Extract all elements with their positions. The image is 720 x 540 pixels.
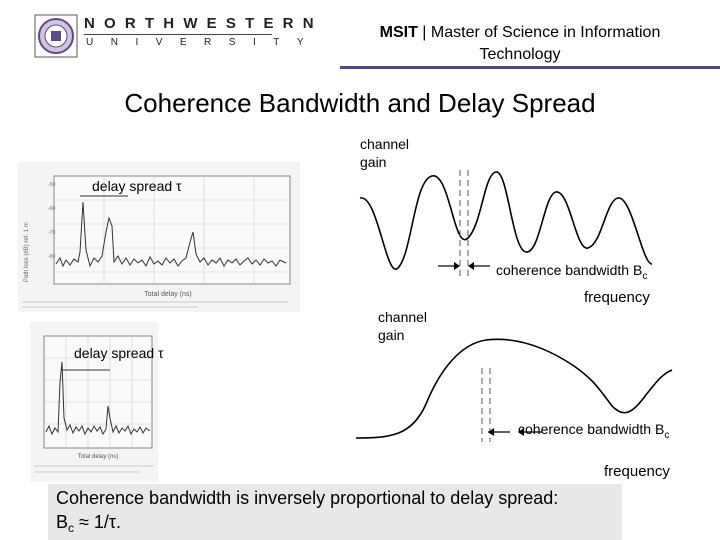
- coherence-bandwidth-text-top: coherence bandwidth B: [496, 262, 643, 278]
- footer-line-1: Coherence bandwidth is inversely proport…: [56, 488, 559, 508]
- delay-spread-label-top: delay spread τ: [92, 178, 182, 194]
- svg-text:-60: -60: [48, 206, 55, 212]
- program-separator: |: [417, 24, 431, 41]
- delay-spread-label-bottom: delay spread τ: [74, 345, 164, 361]
- program-abbr: MSIT: [379, 24, 418, 41]
- svg-text:Total delay (ns): Total delay (ns): [78, 454, 119, 460]
- footer-formula: ≈ 1/τ.: [74, 512, 122, 532]
- coherence-bandwidth-label-top: coherence bandwidth Bc: [496, 261, 647, 282]
- delay-profile-plot-top: -50 -60 -70 -80 Path loss (dB) ref. 1 m Tot…: [18, 162, 300, 312]
- footer-box: [48, 484, 622, 540]
- logo-divider: [84, 34, 272, 35]
- coherence-bandwidth-sub-bottom: c: [664, 430, 670, 441]
- channel-gain-curve-bottom: [355, 338, 673, 442]
- svg-text:Path loss (dB) ref. 1 m: Path loss (dB) ref. 1 m: [24, 222, 30, 282]
- svg-text:-50: -50: [48, 182, 55, 188]
- university-seal-logo: [34, 14, 78, 58]
- channel-gain-label-bottom-line2: gain: [378, 327, 405, 343]
- program-title: MSIT | Master of Science in Information …: [340, 22, 700, 66]
- coherence-bandwidth-label-bottom: coherence bandwidth Bc: [518, 420, 669, 441]
- slide-title: Coherence Bandwidth and Delay Spread: [124, 88, 596, 118]
- university-word: UNIVERSITY: [86, 37, 322, 48]
- channel-gain-label-top-line2: gain: [360, 154, 387, 170]
- frequency-label-top: frequency: [584, 289, 650, 306]
- coherence-bandwidth-sub-top: c: [642, 271, 648, 282]
- university-name: NORTHWESTERN: [84, 15, 323, 32]
- delay-profile-plot-bottom: Total delay (ns): [30, 322, 158, 482]
- channel-gain-label-bottom: channel gain: [378, 308, 427, 344]
- program-name: Master of Science in Information Technol…: [430, 24, 661, 63]
- channel-gain-label-top-line1: channel: [360, 136, 410, 152]
- footer-line-2: Bc ≈ 1/τ.: [56, 510, 626, 536]
- svg-text:-80: -80: [48, 254, 55, 260]
- footer-b: B: [56, 512, 69, 532]
- svg-text:-70: -70: [48, 230, 55, 236]
- footer-statement: Coherence bandwidth is inversely proport…: [56, 486, 626, 536]
- channel-gain-curve-top: [359, 170, 653, 278]
- frequency-label-bottom: frequency: [604, 463, 670, 480]
- footer-sub-c: c: [68, 521, 75, 535]
- channel-gain-label-top: channel gain: [360, 135, 409, 171]
- channel-gain-label-bottom-line1: channel: [378, 309, 428, 325]
- coherence-bandwidth-text-bottom: coherence bandwidth B: [518, 421, 665, 437]
- svg-text:Total delay (ns): Total delay (ns): [144, 291, 191, 298]
- header-rule: [340, 66, 720, 69]
